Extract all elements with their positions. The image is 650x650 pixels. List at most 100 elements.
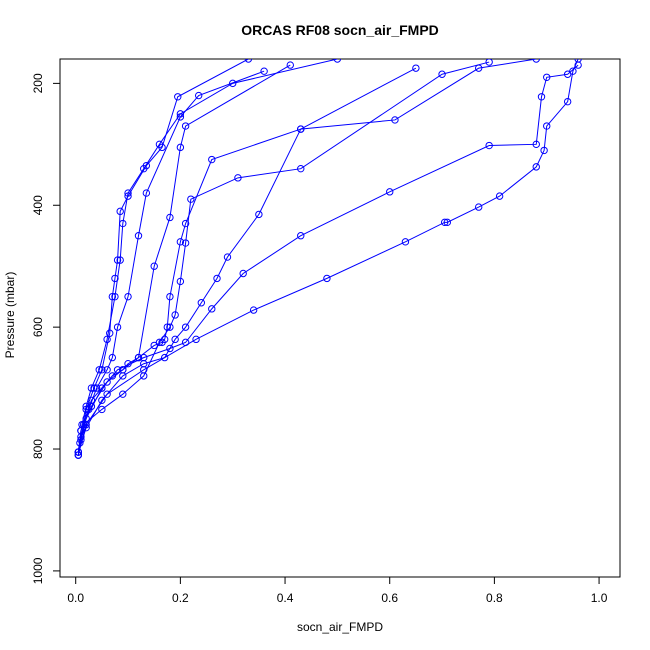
y-axis-label: Pressure (mbar) xyxy=(3,272,17,359)
data-point xyxy=(569,67,577,75)
data-point xyxy=(98,396,106,404)
data-point xyxy=(443,218,451,227)
data-point xyxy=(166,344,174,353)
data-point xyxy=(116,207,124,216)
data-point xyxy=(103,366,111,374)
data-point xyxy=(286,61,294,69)
data-point xyxy=(95,366,103,374)
series-6 xyxy=(74,59,493,456)
data-point xyxy=(333,59,342,63)
data-point xyxy=(181,239,190,247)
data-point xyxy=(98,405,106,414)
x-tick-label: 0.8 xyxy=(486,591,503,605)
data-point xyxy=(171,311,179,319)
data-point xyxy=(440,218,449,227)
series-line xyxy=(77,70,265,453)
data-point xyxy=(82,420,90,429)
data-point xyxy=(171,335,179,344)
data-point xyxy=(103,390,111,398)
data-point xyxy=(412,64,420,72)
data-point xyxy=(532,163,540,171)
data-point xyxy=(166,323,174,331)
series-line xyxy=(77,64,579,453)
x-tick-label: 0.6 xyxy=(381,591,398,605)
y-axis: 200 400 600 800 1000 xyxy=(31,73,61,584)
data-point xyxy=(229,79,237,88)
series-line xyxy=(77,64,291,453)
data-point xyxy=(391,116,399,124)
data-point xyxy=(260,67,268,75)
data-point xyxy=(155,338,164,347)
series-line xyxy=(77,59,579,456)
data-point xyxy=(166,213,174,222)
data-point xyxy=(87,384,96,392)
data-point xyxy=(401,238,410,246)
data-point xyxy=(134,232,143,240)
data-point xyxy=(111,292,119,301)
x-tick-label: 0.2 xyxy=(172,591,189,605)
data-point xyxy=(255,210,263,219)
data-point xyxy=(485,141,493,150)
data-point xyxy=(208,305,216,313)
data-point xyxy=(90,384,98,392)
data-point xyxy=(532,140,540,149)
data-point xyxy=(474,64,483,72)
series-line xyxy=(77,59,537,453)
data-point xyxy=(98,384,106,392)
data-point xyxy=(181,219,190,228)
data-point xyxy=(197,299,206,307)
data-point xyxy=(140,366,148,374)
data-point xyxy=(543,73,551,81)
data-point xyxy=(150,262,158,270)
data-point xyxy=(543,122,551,130)
series-line xyxy=(77,61,490,453)
data-point xyxy=(174,93,182,101)
data-point xyxy=(119,390,127,398)
data-point xyxy=(223,253,232,261)
y-tick-label: 600 xyxy=(31,317,45,337)
x-axis: 0.0 0.2 0.4 0.6 0.8 1.0 xyxy=(67,576,608,605)
data-point xyxy=(297,232,305,240)
series-9 xyxy=(74,59,582,459)
data-point xyxy=(103,335,111,344)
data-point xyxy=(142,161,151,170)
chart-title: ORCAS RF08 socn_air_FMPD xyxy=(241,22,439,38)
data-point xyxy=(574,59,582,63)
data-point xyxy=(208,155,216,164)
data-point xyxy=(495,192,504,200)
data-point xyxy=(98,366,106,374)
series-2 xyxy=(74,59,253,459)
x-tick-label: 0.4 xyxy=(277,591,294,605)
data-point xyxy=(119,372,127,380)
data-point xyxy=(474,203,483,211)
data-point xyxy=(386,188,394,196)
data-point xyxy=(181,122,190,130)
data-point xyxy=(111,274,119,283)
data-point xyxy=(176,238,185,246)
series-4 xyxy=(74,61,294,456)
data-point xyxy=(438,70,446,78)
data-point xyxy=(213,274,221,283)
y-tick-label: 1000 xyxy=(31,557,45,584)
data-point xyxy=(181,323,190,331)
y-tick-label: 800 xyxy=(31,439,45,459)
data-point xyxy=(113,256,122,264)
data-point xyxy=(176,143,185,152)
data-point xyxy=(113,366,122,374)
data-point xyxy=(160,353,169,362)
data-point xyxy=(106,329,114,337)
data-point xyxy=(103,378,111,386)
data-point xyxy=(113,323,122,331)
data-point xyxy=(485,59,493,66)
data-point xyxy=(297,164,305,173)
data-point xyxy=(124,192,132,200)
plot-frame xyxy=(59,58,621,578)
data-point xyxy=(192,335,200,344)
data-point xyxy=(239,269,247,278)
series-layer xyxy=(74,59,582,459)
x-tick-label: 0.0 xyxy=(67,591,84,605)
x-axis-label: socn_air_FMPD xyxy=(297,620,383,634)
data-point xyxy=(176,113,185,121)
data-point xyxy=(532,59,540,63)
